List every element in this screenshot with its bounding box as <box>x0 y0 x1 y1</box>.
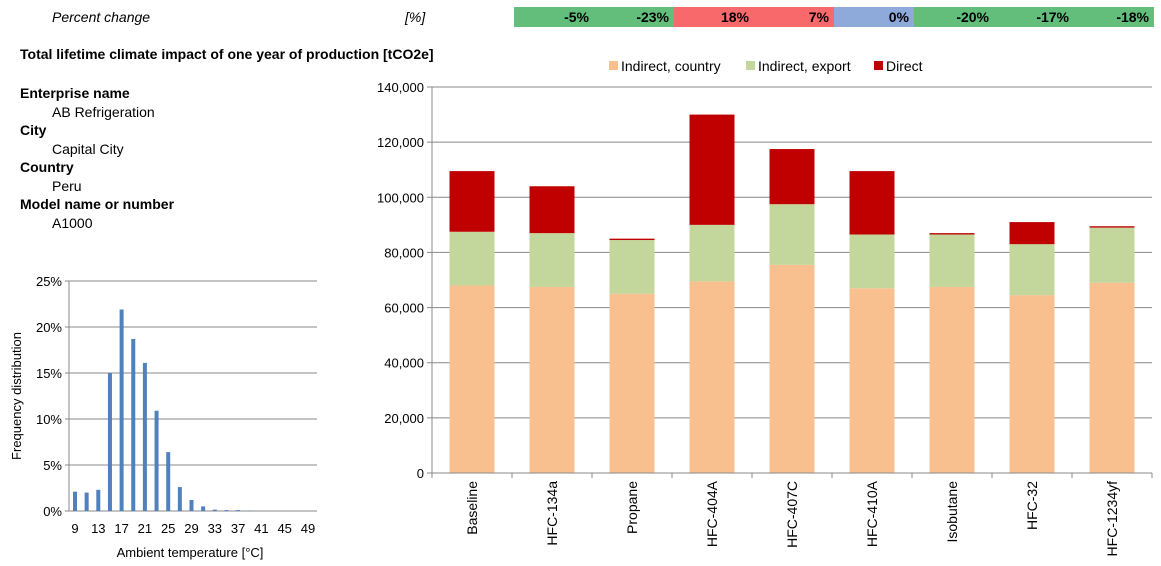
x-tick-label: 25 <box>161 521 175 536</box>
x-tick-label: 49 <box>301 521 315 536</box>
x-tick-label: 45 <box>277 521 291 536</box>
histogram-bar <box>108 373 112 511</box>
histogram-bar <box>213 510 217 511</box>
histogram-bar <box>178 487 182 511</box>
x-tick-label: 21 <box>138 521 152 536</box>
x-tick-label: 17 <box>114 521 128 536</box>
histogram-bar <box>143 363 147 511</box>
x-tick-label: 29 <box>184 521 198 536</box>
y-tick-label: 10% <box>36 412 62 427</box>
histogram-bar <box>155 411 159 511</box>
histogram-bar <box>190 500 194 511</box>
y-tick-label: 20% <box>36 320 62 335</box>
x-tick-label: 9 <box>71 521 78 536</box>
histogram-bar <box>236 510 240 511</box>
y-tick-label: 15% <box>36 366 62 381</box>
y-tick-label: 5% <box>43 458 62 473</box>
x-tick-label: 37 <box>231 521 245 536</box>
x-tick-label: 13 <box>91 521 105 536</box>
histogram-bar <box>224 510 228 511</box>
histogram-bar <box>166 452 170 511</box>
histogram-bar <box>120 310 124 511</box>
histogram-bar <box>131 339 135 511</box>
y-axis-title: Frequency distribution <box>9 332 24 460</box>
histogram-bar <box>201 506 205 511</box>
histogram-bar <box>85 493 89 511</box>
x-tick-label: 41 <box>254 521 268 536</box>
y-tick-label: 25% <box>36 274 62 289</box>
x-axis-title: Ambient temperature [°C] <box>117 545 264 560</box>
histogram-bar <box>73 492 77 511</box>
y-tick-label: 0% <box>43 504 62 519</box>
x-tick-label: 33 <box>208 521 222 536</box>
histogram-bar <box>96 490 100 511</box>
